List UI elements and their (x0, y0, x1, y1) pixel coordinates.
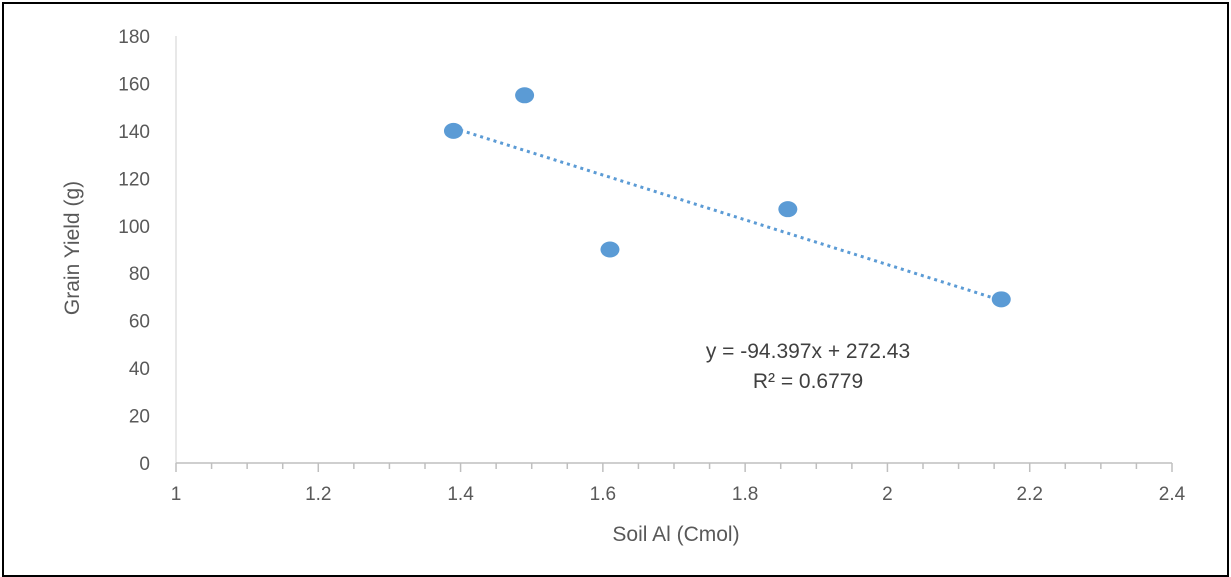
data-points (443, 87, 1011, 308)
y-tick-label: 120 (118, 169, 150, 190)
data-point (443, 122, 463, 139)
data-point (515, 87, 535, 104)
y-tick-labels: 0 20 40 60 80 100 120 140 160 180 (118, 27, 150, 475)
x-tick-label: 1.4 (447, 484, 474, 505)
data-point (778, 201, 798, 218)
x-tick-label: 1.8 (732, 484, 758, 505)
data-point (991, 291, 1011, 308)
y-tick-label: 80 (129, 264, 150, 285)
x-tick-label: 2 (882, 484, 893, 505)
y-tick-label: 0 (139, 454, 150, 475)
x-tick-label: 2.4 (1159, 484, 1186, 505)
x-tick-labels: 1 1.2 1.4 1.6 1.8 2 2.2 2.4 (171, 484, 1186, 505)
y-tick-label: 40 (129, 359, 150, 380)
data-point (600, 241, 620, 258)
y-tick-label: 20 (129, 407, 150, 428)
y-tick-label: 140 (118, 122, 150, 143)
x-tick-label: 1.6 (590, 484, 616, 505)
x-tick-label: 2.2 (1017, 484, 1043, 505)
y-tick-label: 160 (118, 74, 150, 95)
trendline-r-squared: R² = 0.6779 (753, 370, 863, 393)
x-tick-marks (175, 463, 1173, 472)
y-axis-title: Grain Yield (g) (61, 181, 84, 315)
x-axis-title: Soil Al (Cmol) (612, 523, 739, 546)
y-tick-label: 100 (118, 217, 150, 238)
x-tick-label: 1 (171, 484, 182, 505)
trendline-equation: y = -94.397x + 272.43 (706, 340, 910, 363)
y-tick-label: 60 (129, 312, 150, 333)
y-tick-label: 180 (118, 27, 150, 48)
x-tick-label: 1.2 (305, 484, 331, 505)
trendline (453, 126, 1002, 302)
